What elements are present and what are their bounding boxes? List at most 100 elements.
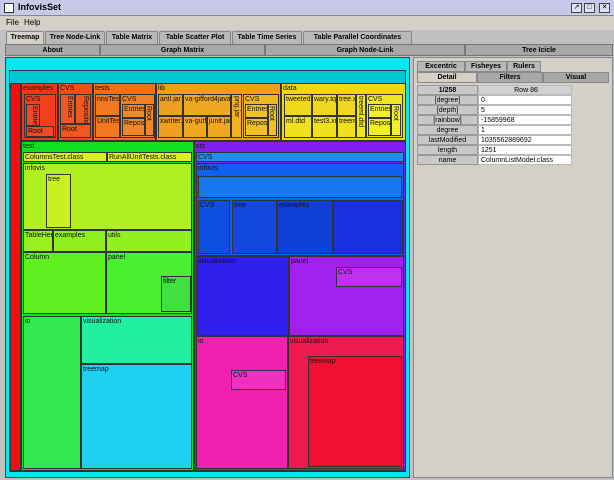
tab-table-time-series[interactable]: Table Time Series xyxy=(232,31,302,44)
treemap-node[interactable]: visualization xyxy=(81,316,192,364)
treemap-node[interactable]: xwriter.jar xyxy=(158,116,183,138)
tab-tree-icicle[interactable]: Tree Icicle xyxy=(465,44,613,56)
treemap-node[interactable]: Entries xyxy=(368,104,391,118)
attribute-name: name xyxy=(417,155,478,165)
treemap-node[interactable]: Reposito xyxy=(245,118,268,136)
treemap-node[interactable]: Root xyxy=(60,124,91,138)
attribute-name: [rainbow] xyxy=(417,115,478,125)
treemap-node[interactable]: nnsTest xyxy=(95,94,120,116)
treemap-node[interactable]: va-gutfile xyxy=(183,116,207,138)
tab-rulers[interactable]: Rulers xyxy=(507,61,541,72)
treemap-node[interactable]: ColumnsTest.class xyxy=(23,152,107,162)
treemap-node[interactable]: Entries xyxy=(26,104,40,126)
treemap-node[interactable]: treeml.x xyxy=(337,116,356,138)
window-title: InfovisSet xyxy=(18,2,62,12)
treemap-node[interactable]: RunAllUnitTests.class xyxy=(107,152,192,162)
treemap-node[interactable]: filter xyxy=(161,276,191,312)
tab-table-parallel-coordinates[interactable]: Table Parallel Coordinates xyxy=(303,31,412,44)
treemap-node[interactable]: png.jar xyxy=(231,94,242,138)
row-count: 1/258 xyxy=(417,85,478,95)
treemap-node[interactable]: Entries xyxy=(245,104,268,118)
table-row: [depth] 5 xyxy=(417,105,572,115)
attribute-value[interactable]: 0 xyxy=(478,95,572,105)
title-bar: InfovisSet ↗ □ ✕ xyxy=(0,0,614,16)
tab-table-scatter-plot[interactable]: Table Scatter Plot xyxy=(159,31,231,44)
treemap-node[interactable]: tree xyxy=(232,200,277,254)
minimize-icon[interactable]: ↗ xyxy=(571,3,582,13)
table-row: [rainbow] -15859968 xyxy=(417,115,572,125)
treemap-node[interactable]: tweeted.dtd xyxy=(284,94,312,116)
tab-detail[interactable]: Detail xyxy=(417,72,477,83)
treemap-node[interactable]: treeml.dtd xyxy=(356,94,366,138)
attribute-value[interactable]: 1251 xyxy=(478,145,572,155)
table-row: name ColumnListModel.class xyxy=(417,155,572,165)
treemap-node[interactable]: visualization xyxy=(196,256,289,336)
treemap-node[interactable]: io xyxy=(23,316,81,469)
attribute-value[interactable]: ColumnListModel.class xyxy=(478,155,572,165)
treemap-node[interactable]: CVS xyxy=(196,152,404,162)
treemap-node[interactable]: tree xyxy=(46,174,71,228)
tab-graph-node-link[interactable]: Graph Node-Link xyxy=(265,44,465,56)
close-icon[interactable]: ✕ xyxy=(599,3,610,13)
treemap-node-left[interactable] xyxy=(10,83,21,471)
treemap-node[interactable] xyxy=(333,200,403,254)
tab-excentric[interactable]: Excentric xyxy=(417,61,465,72)
treemap-node[interactable]: CVS xyxy=(336,267,402,287)
menu-help[interactable]: Help xyxy=(24,18,41,27)
tab-table-matrix[interactable]: Table Matrix xyxy=(106,31,158,44)
treemap-node[interactable]: TableHera xyxy=(23,230,53,252)
treemap-node[interactable] xyxy=(198,176,402,198)
treemap-node[interactable]: Entries xyxy=(122,104,145,118)
treemap-node[interactable]: Root xyxy=(26,126,54,137)
treemap-node[interactable]: io xyxy=(196,336,288,469)
treemap-node[interactable]: junit.jar xyxy=(207,116,231,138)
treemap-node[interactable]: examples xyxy=(277,200,333,254)
treemap-node[interactable]: examples xyxy=(53,230,106,252)
treemap-node[interactable]: utils xyxy=(106,230,192,252)
maximize-icon[interactable]: □ xyxy=(584,3,595,13)
tab-graph-matrix[interactable]: Graph Matrix xyxy=(100,44,265,56)
tab-treemap[interactable]: Treemap xyxy=(6,31,44,44)
treemap-node[interactable]: Reposito xyxy=(368,118,391,136)
table-row: degree 1 xyxy=(417,125,572,135)
treemap-node[interactable]: UnitTest xyxy=(95,116,120,138)
treemap-node[interactable]: CVS xyxy=(198,200,230,254)
treemap-node[interactable]: wary.tqp xyxy=(312,94,337,116)
attribute-name: [degree] xyxy=(417,95,478,105)
app-icon xyxy=(4,3,14,13)
treemap-node[interactable]: test3.xml xyxy=(312,116,337,138)
table-header: 1/258 Row 86 xyxy=(417,85,572,95)
treemap-node[interactable]: Root xyxy=(391,104,401,136)
treemap-node[interactable]: Repository xyxy=(75,94,91,124)
row-id: Row 86 xyxy=(478,85,572,95)
attribute-value[interactable]: 1035562889692 xyxy=(478,135,572,145)
treemap-view[interactable]: examples CVS tests lib data CVS Entries … xyxy=(5,57,410,478)
tab-fisheyes[interactable]: Fisheyes xyxy=(465,61,507,72)
tab-visual[interactable]: Visual xyxy=(543,72,609,83)
treemap-node[interactable]: CVS xyxy=(231,370,286,390)
treemap-node[interactable]: va-gifford4java.jar xyxy=(183,94,231,116)
treemap-node[interactable]: tree.xml xyxy=(337,94,356,116)
treemap-node[interactable]: antl.jar xyxy=(158,94,183,116)
attribute-value[interactable]: 5 xyxy=(478,105,572,115)
treemap-node[interactable]: ml.dtd xyxy=(284,116,312,138)
attribute-name: lastModified xyxy=(417,135,478,145)
tab-filters[interactable]: Filters xyxy=(477,72,543,83)
tab-tree-node-link[interactable]: Tree Node-Link xyxy=(45,31,105,44)
treemap-node[interactable]: treemap xyxy=(81,364,192,469)
tab-about[interactable]: About xyxy=(5,44,100,56)
treemap-node[interactable]: Reposito xyxy=(122,118,145,136)
attribute-name: length xyxy=(417,145,478,155)
menu-bar: File Help xyxy=(0,16,614,30)
attribute-value[interactable]: 1 xyxy=(478,125,572,135)
treemap-node[interactable]: Column xyxy=(23,252,106,314)
attribute-name: [depth] xyxy=(417,105,478,115)
table-row: lastModified 1035562889692 xyxy=(417,135,572,145)
treemap-node[interactable]: treemap xyxy=(308,356,402,467)
treemap-node[interactable]: Entries xyxy=(60,94,75,124)
treemap-node[interactable]: Root xyxy=(145,104,154,136)
treemap-node[interactable]: Root xyxy=(268,104,277,136)
attribute-value[interactable]: -15859968 xyxy=(478,115,572,125)
table-row: [degree] 0 xyxy=(417,95,572,105)
menu-file[interactable]: File xyxy=(6,18,19,27)
